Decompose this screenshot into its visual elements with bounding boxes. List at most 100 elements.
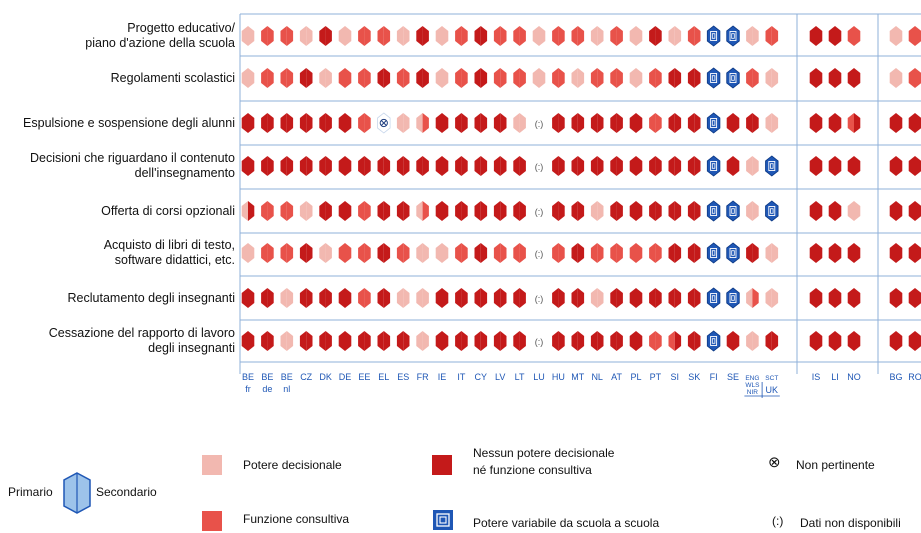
cell-0-18	[590, 26, 604, 46]
cell-4-5	[338, 201, 352, 221]
row-label: Offerta di corsi opzionali	[101, 203, 235, 218]
cell-7-15: (:)	[535, 337, 544, 347]
cell-5-18	[590, 243, 604, 263]
cell-0-31	[889, 26, 903, 46]
cell-1-7	[377, 68, 391, 88]
row-label: Cessazione del rapporto di lavoro degli i…	[48, 326, 235, 355]
cell-2-20	[629, 113, 643, 133]
legend-funzione-consultiva-label: Funzione consultiva	[243, 512, 350, 526]
heatmap-chart: (:) (:) (:) (:) (:) (:) BE fr BE de BE nl CZ DK DE EE EL…	[239, 13, 921, 398]
legend-potere-decisionale-label: Potere decisionale	[243, 458, 342, 472]
cell-0-32	[908, 26, 921, 46]
cell-2-23	[687, 113, 701, 133]
cell-7-0	[241, 331, 255, 351]
cell-7-25	[726, 331, 740, 351]
cell-5-24	[706, 242, 721, 264]
cell-6-19	[610, 288, 623, 308]
cell-7-24	[706, 330, 721, 352]
cell-0-15	[532, 26, 546, 46]
column-label: IT	[457, 372, 466, 382]
cell-3-18	[590, 156, 604, 176]
column-label: EE	[358, 372, 370, 382]
cell-5-23	[687, 243, 701, 263]
cell-3-11	[455, 156, 468, 176]
column-label: PL	[630, 372, 641, 382]
cell-0-14	[513, 26, 526, 46]
row-label: Decisioni che riguardano il contenuto del…	[30, 151, 235, 180]
cell-6-4	[319, 288, 332, 308]
cell-4-19	[610, 201, 623, 221]
cell-3-20	[629, 156, 643, 176]
legend-nessun-potere-label-1: Nessun potere decisionale	[473, 446, 615, 460]
column-label: FI	[710, 372, 718, 382]
cell-3-24	[706, 155, 721, 177]
cell-6-10	[435, 288, 449, 308]
cell-4-6	[358, 201, 371, 221]
cell-0-17	[571, 26, 585, 46]
cell-0-7	[377, 26, 391, 46]
legend-level-hexagon-icon	[63, 472, 91, 514]
cell-2-17	[571, 113, 585, 133]
legend-dati-label: Dati non disponibili	[800, 516, 901, 530]
cell-7-16	[552, 331, 565, 351]
not-available-mark: (:)	[535, 337, 544, 347]
row-label: Progetto educativo/piano d'azione della …	[85, 21, 235, 50]
cell-7-26	[746, 331, 759, 351]
cell-5-3	[299, 243, 313, 263]
cell-7-5	[338, 331, 352, 351]
cell-6-6	[358, 288, 371, 308]
cell-3-13	[493, 156, 507, 176]
cell-0-21	[649, 26, 662, 46]
cell-3-23	[687, 156, 701, 176]
column-label: NL	[591, 372, 603, 382]
cell-7-4	[319, 331, 332, 351]
cell-6-13	[493, 288, 507, 308]
cell-6-17	[571, 288, 585, 308]
cell-6-3	[299, 288, 313, 308]
cell-5-0	[241, 243, 255, 263]
column-label: ES	[397, 372, 409, 382]
cell-5-17	[571, 243, 585, 263]
legend-dati-icon: (:)	[772, 514, 784, 528]
column-sublabel: WLS	[745, 382, 760, 389]
cell-4-24	[706, 200, 721, 222]
cell-6-21	[649, 288, 662, 308]
cell-6-7	[377, 288, 391, 308]
cell-1-0	[241, 68, 255, 88]
uk-group-label: UK	[766, 385, 779, 395]
cell-4-18	[590, 201, 604, 221]
column-label: ENG	[745, 375, 759, 382]
cell-4-23	[687, 201, 701, 221]
cell-1-30	[847, 68, 861, 88]
row-label: Acquisto di libri di testo, software dida…	[103, 238, 235, 267]
cell-3-3	[299, 156, 313, 176]
cell-6-9	[416, 288, 429, 308]
cell-0-16	[552, 26, 565, 46]
legend-non-pertinente-icon: ⊗	[768, 454, 781, 471]
cell-5-29	[828, 243, 842, 263]
column-label: DK	[319, 372, 332, 382]
legend-primario-label: Primario	[8, 485, 53, 499]
cell-1-3	[299, 68, 313, 88]
cell-3-32	[908, 156, 921, 176]
cell-4-3	[299, 201, 313, 221]
cell-2-1	[261, 113, 274, 133]
cell-2-12	[474, 113, 488, 133]
cell-1-15	[532, 68, 546, 88]
cell-0-24	[706, 25, 721, 47]
cell-5-11	[455, 243, 468, 263]
cell-2-30	[847, 113, 861, 133]
cell-0-4	[319, 26, 332, 46]
cell-1-11	[455, 68, 468, 88]
cell-2-15: (:)	[535, 119, 544, 129]
column-label: DE	[339, 372, 352, 382]
cell-4-12	[474, 201, 488, 221]
legend-nessun-potere-swatch	[432, 455, 452, 475]
cell-1-18	[590, 68, 604, 88]
cell-5-2	[280, 243, 294, 263]
cell-2-18	[590, 113, 604, 133]
cell-7-6	[358, 331, 371, 351]
column-sublabel: NIR	[747, 389, 759, 396]
cell-4-21	[649, 201, 662, 221]
legend-nessun-potere-label-2: né funzione consultiva	[473, 463, 592, 477]
